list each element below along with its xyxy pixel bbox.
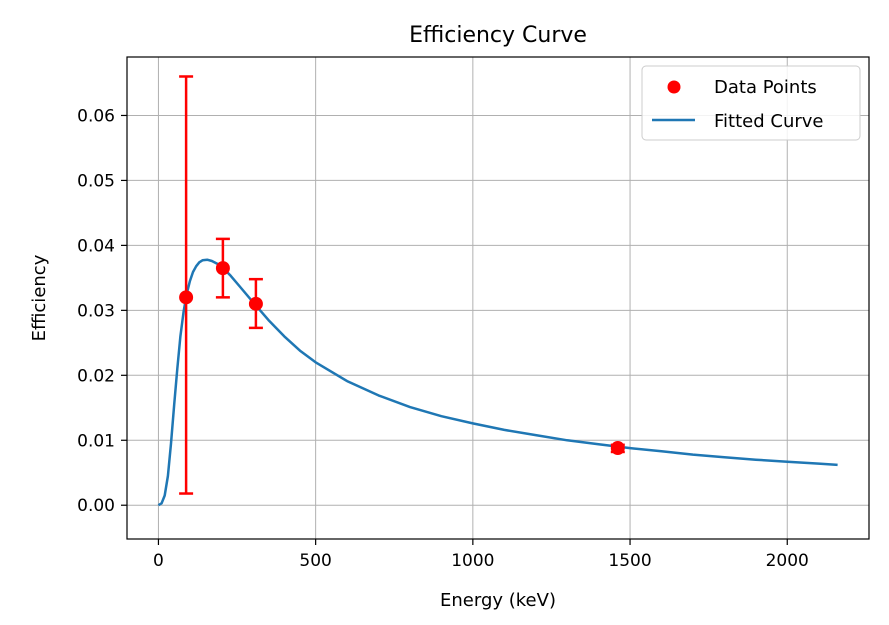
- x-axis-label: Energy (keV): [440, 590, 556, 611]
- data-point-group: [179, 75, 194, 495]
- data-point-marker: [248, 296, 263, 311]
- legend: Data Points Fitted Curve: [641, 65, 861, 141]
- y-tick-label: 0.05: [77, 171, 115, 191]
- y-tick-label: 0.04: [77, 236, 115, 256]
- y-tick-label: 0.03: [77, 301, 115, 321]
- data-point-group: [215, 237, 230, 299]
- grid: [127, 57, 869, 539]
- y-tick-label: 0.06: [77, 106, 115, 126]
- y-axis-label: Efficiency: [29, 254, 50, 341]
- axis-ticks: 0 500 1000 1500 2000 0.00 0.01 0.02 0.03 0.04 0.05…: [77, 106, 809, 571]
- plot-series: [157, 75, 838, 507]
- legend-label-fitted-curve: Fitted Curve: [714, 111, 824, 132]
- legend-box: [641, 65, 861, 141]
- x-tick-label: 500: [299, 551, 331, 571]
- x-tick-label: 0: [153, 551, 164, 571]
- x-tick-label: 2000: [766, 551, 809, 571]
- plot-frame: [126, 56, 870, 540]
- data-point-marker: [610, 441, 625, 456]
- data-point-marker: [215, 261, 230, 276]
- x-tick-label: 1500: [608, 551, 651, 571]
- y-tick-label: 0.00: [77, 496, 115, 516]
- x-tick-label: 1000: [451, 551, 494, 571]
- legend-label-data-points: Data Points: [714, 77, 817, 98]
- legend-marker-data-points: [667, 80, 681, 94]
- data-point-group: [248, 277, 263, 330]
- chart-title: Efficiency Curve: [409, 23, 587, 48]
- data-point-group: [610, 441, 625, 456]
- y-tick-label: 0.01: [77, 431, 115, 451]
- y-tick-label: 0.02: [77, 366, 115, 386]
- fitted-curve-line: [157, 258, 838, 507]
- data-point-marker: [179, 290, 194, 305]
